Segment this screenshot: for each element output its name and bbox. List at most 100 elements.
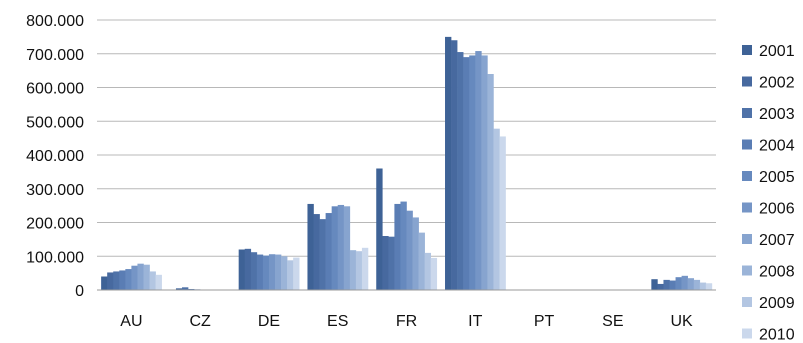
x-tick-label-pt: PT [534,313,555,330]
x-tick-label-se: SE [602,313,623,330]
bar-de-2001 [238,249,246,290]
bar-it-2006 [475,51,482,290]
y-axis-tick-labels: 0 100.000 200.000 300.000 400.000 500.000 600.… [26,13,84,300]
legend-label-2003: 2003 [759,106,795,123]
bar-es-2001 [307,203,314,290]
bar-it-2009 [493,128,500,290]
x-tick-label-uk: UK [670,313,693,330]
bar-it-2003 [457,52,464,291]
legend-label-2001: 2001 [759,43,795,60]
legend-swatch-2010 [742,328,752,339]
bar-uk-2003 [663,279,670,291]
bar-au-2008 [143,264,150,290]
legend-label-2005: 2005 [759,169,795,186]
legend-label-2009: 2009 [759,295,795,312]
bar-uk-2010 [705,283,713,290]
legend-swatch-2007 [742,234,752,244]
bar-it-2008 [487,74,494,290]
bar-cz-2003 [182,287,189,290]
y-tick-label: 500.000 [26,114,84,131]
bar-fr-2006 [406,210,413,290]
bar-fr-2001 [376,168,383,290]
legend-swatch-2009 [742,297,752,307]
y-tick-label: 200.000 [26,216,84,233]
legend-label-2008: 2008 [759,264,795,281]
bar-uk-2009 [699,282,707,290]
bar-de-2002 [244,248,252,290]
bar-es-2009 [355,251,363,290]
gridlines [97,19,716,257]
legend-swatch-2004 [742,139,752,150]
bar-it-2002 [451,40,458,290]
bar-fr-2002 [382,236,389,290]
bar-cz-2004 [188,288,195,290]
legend-label-2006: 2006 [759,201,795,218]
legend-swatch-2002 [742,76,752,87]
bar-fr-2005 [400,201,407,290]
bar-it-2005 [469,55,476,290]
bar-au-2009 [149,271,156,290]
bar-de-2009 [287,260,294,290]
y-tick-label: 400.000 [26,148,84,165]
bar-de-2004 [256,254,264,290]
bar-es-2006 [337,204,345,290]
y-tick-label: 800.000 [26,13,84,30]
bar-de-2005 [262,255,270,290]
bar-au-2003 [113,271,120,290]
bar-es-2008 [349,250,357,290]
bar-uk-2004 [669,280,676,290]
legend-swatch-2006 [742,202,752,213]
bar-de-2008 [281,256,288,290]
bar-es-2002 [313,214,320,290]
bar-es-2003 [319,219,326,291]
bar-de-2007 [275,254,282,290]
legend-label-2010: 2010 [759,327,795,343]
x-tick-label-fr: FR [396,313,417,330]
bar-it-2007 [481,55,488,290]
legend-swatch-2008 [742,265,752,276]
bar-au-2004 [119,270,126,290]
bar-es-2005 [331,206,339,290]
bar-fr-2009 [424,252,432,291]
bar-fr-2004 [394,203,401,290]
y-tick-label: 700.000 [26,47,84,64]
bar-au-2006 [131,265,138,290]
bar-de-2003 [250,252,258,290]
y-tick-label: 100.000 [26,249,84,266]
x-tick-label-de: DE [258,313,280,330]
y-tick-label: 300.000 [26,182,84,199]
bar-fr-2003 [388,236,395,290]
bar-uk-2005 [675,277,682,290]
bar-au-2001 [101,276,108,290]
x-tick-label-es: ES [327,313,348,330]
legend-swatch-2003 [742,108,752,118]
bar-uk-2002 [657,283,664,290]
bar-au-2010 [155,274,162,290]
bar-es-2007 [343,206,351,290]
legend-label-2004: 2004 [759,138,795,155]
bar-uk-2006 [681,275,688,290]
x-axis-tick-labels: AU CZ DE ES FR IT PT SE UK [120,313,693,330]
bar-au-2002 [107,272,114,290]
bar-fr-2010 [430,257,438,290]
bar-uk-2001 [651,279,658,290]
legend: 2001 2002 2003 2004 2005 2006 2007 2008 2009 2010 [742,43,795,343]
y-tick-label: 0 [75,283,84,300]
bar-it-2010 [499,136,506,290]
bar-au-2007 [137,263,144,290]
legend-label-2007: 2007 [759,232,795,249]
bar-it-2001 [445,36,452,291]
bars [101,36,713,291]
bar-au-2005 [125,269,132,290]
x-tick-label-it: IT [468,313,482,330]
bar-de-2010 [293,257,300,290]
x-tick-label-au: AU [120,313,142,330]
bar-uk-2007 [687,278,695,290]
y-tick-label: 600.000 [26,81,84,98]
bar-de-2006 [268,254,276,290]
legend-swatch-2005 [742,171,752,181]
legend-label-2002: 2002 [759,75,795,92]
bar-it-2004 [463,57,470,291]
bar-es-2010 [361,247,369,290]
